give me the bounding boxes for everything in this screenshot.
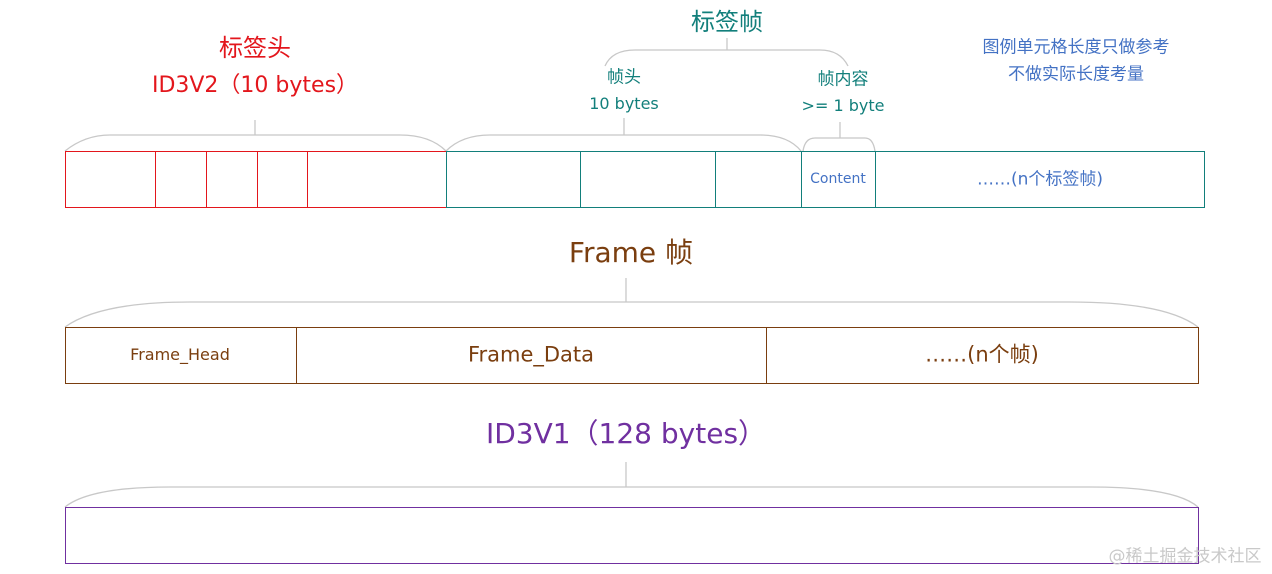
tag-header-title: 标签头 xyxy=(219,34,291,62)
frame-head-brace xyxy=(445,118,802,152)
tag-header-cell xyxy=(155,151,207,208)
id3v1-title: ID3V1（128 bytes） xyxy=(485,417,767,450)
tag-frame-brace xyxy=(604,38,849,67)
frame-head-cell xyxy=(715,151,802,208)
id3v1-cell xyxy=(65,507,1199,564)
frame-head-cell xyxy=(580,151,716,208)
tag-header-cell xyxy=(307,151,447,208)
id3v1-brace xyxy=(64,462,1199,508)
note-line-1: 图例单元格长度只做参考 xyxy=(982,37,1170,58)
tag-header-brace xyxy=(64,120,447,152)
frame-content-label: 帧内容 xyxy=(817,69,869,90)
frame-data-label: Frame_Data xyxy=(467,342,595,367)
tag-header-subtitle: ID3V2（10 bytes） xyxy=(151,73,359,98)
note-line-2: 不做实际长度考量 xyxy=(1008,64,1144,85)
tag-header-cell xyxy=(65,151,156,208)
frame-content-size: >= 1 byte xyxy=(801,96,885,115)
more-tag-frames-cell xyxy=(875,151,1205,208)
frame-head-label: 帧头 xyxy=(607,67,641,88)
tag-frame-title: 标签帧 xyxy=(691,8,763,36)
tag-header-cell xyxy=(206,151,258,208)
frame-title: Frame 帧 xyxy=(568,236,694,269)
more-tag-frames-label: ……(n个标签帧) xyxy=(976,169,1104,190)
tag-header-cell xyxy=(257,151,308,208)
more-frames-label: ……(n个帧) xyxy=(925,342,1039,367)
frame-brace xyxy=(64,278,1199,328)
more-frames-cell xyxy=(766,327,1199,384)
frame-content-brace xyxy=(802,122,876,152)
frame-head-cell xyxy=(446,151,581,208)
watermark: @稀土掘金技术社区 xyxy=(1108,546,1262,567)
frame-head-label: Frame_Head xyxy=(130,345,230,364)
content-cell-label: Content xyxy=(810,171,866,187)
frame-head-size: 10 bytes xyxy=(589,94,659,113)
